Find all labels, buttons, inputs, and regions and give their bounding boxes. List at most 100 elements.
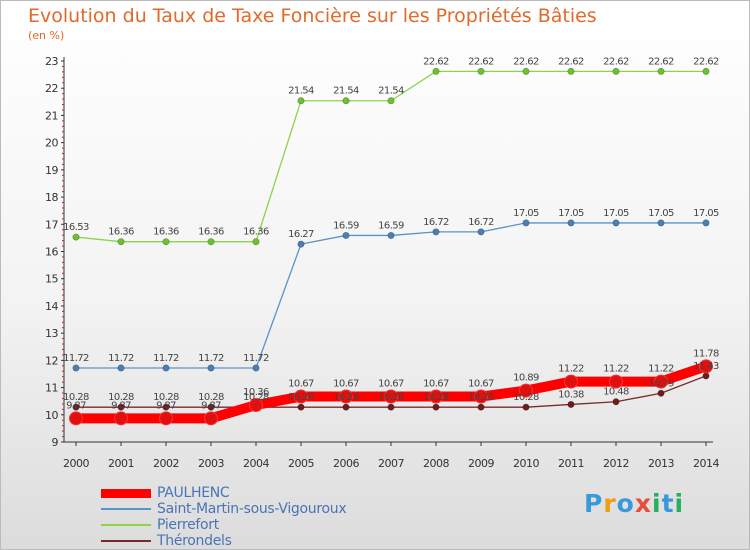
data-point-pierrefort bbox=[567, 67, 575, 75]
data-point-pierrefort bbox=[522, 67, 530, 75]
data-point-th-rondels bbox=[477, 403, 485, 411]
data-label-pierrefort: 22.62 bbox=[693, 56, 719, 67]
data-label-th-rondels: 11.43 bbox=[693, 361, 719, 372]
data-label-saint-martin-sous-vigouroux: 17.05 bbox=[603, 208, 629, 219]
x-tick-label: 2009 bbox=[468, 457, 494, 470]
x-tick-label: 2008 bbox=[423, 457, 449, 470]
data-label-saint-martin-sous-vigouroux: 17.05 bbox=[558, 208, 584, 219]
data-point-paulhenc bbox=[699, 359, 713, 374]
data-label-th-rondels: 10.28 bbox=[243, 392, 269, 403]
data-label-pierrefort: 22.62 bbox=[468, 56, 494, 67]
data-point-paulhenc bbox=[339, 389, 353, 404]
data-point-th-rondels bbox=[657, 389, 665, 397]
data-point-pierrefort bbox=[162, 238, 170, 246]
data-point-pierrefort bbox=[117, 238, 125, 246]
data-label-paulhenc: 10.67 bbox=[288, 379, 314, 390]
data-point-pierrefort bbox=[387, 97, 395, 105]
data-label-th-rondels: 10.28 bbox=[288, 392, 314, 403]
data-label-saint-martin-sous-vigouroux: 17.05 bbox=[693, 208, 719, 219]
data-label-saint-martin-sous-vigouroux: 17.05 bbox=[513, 208, 539, 219]
data-point-saint-martin-sous-vigouroux bbox=[612, 219, 620, 227]
x-tick-label: 2006 bbox=[333, 457, 359, 470]
legend-swatch-pierrefort bbox=[101, 524, 151, 526]
x-tick-label: 2003 bbox=[198, 457, 224, 470]
logo-letter: r bbox=[603, 489, 617, 518]
data-label-paulhenc: 10.67 bbox=[378, 379, 404, 390]
logo-letter: o bbox=[616, 489, 635, 518]
data-label-paulhenc: 10.36 bbox=[243, 387, 269, 398]
logo-letter: P bbox=[584, 489, 604, 518]
y-tick-label: 16 bbox=[45, 246, 58, 259]
data-point-pierrefort bbox=[297, 97, 305, 105]
y-tick-label: 12 bbox=[45, 354, 58, 367]
legend-item-saint-martin: Saint-Martin-sous-Vigouroux bbox=[101, 501, 347, 517]
data-point-saint-martin-sous-vigouroux bbox=[72, 364, 80, 372]
proxiti-logo: Proxiti bbox=[584, 489, 684, 518]
data-label-paulhenc: 10.67 bbox=[333, 379, 359, 390]
data-point-paulhenc bbox=[564, 374, 578, 389]
data-label-pierrefort: 22.62 bbox=[513, 56, 539, 67]
data-point-pierrefort bbox=[612, 67, 620, 75]
data-label-th-rondels: 10.38 bbox=[558, 389, 584, 400]
data-point-pierrefort bbox=[207, 238, 215, 246]
data-point-saint-martin-sous-vigouroux bbox=[477, 228, 485, 236]
y-tick-label: 13 bbox=[45, 327, 58, 340]
data-point-paulhenc bbox=[159, 411, 173, 426]
logo-letter: i bbox=[674, 489, 685, 518]
data-label-pierrefort: 21.54 bbox=[333, 86, 359, 97]
data-label-saint-martin-sous-vigouroux: 16.59 bbox=[378, 220, 404, 231]
series-line-saint-martin-sous-vigouroux bbox=[75, 222, 707, 369]
data-point-pierrefort bbox=[477, 67, 485, 75]
y-tick-label: 11 bbox=[45, 382, 58, 395]
data-point-saint-martin-sous-vigouroux bbox=[657, 219, 665, 227]
data-point-th-rondels bbox=[72, 403, 80, 411]
x-tick-label: 2007 bbox=[378, 457, 404, 470]
data-point-paulhenc bbox=[654, 374, 668, 389]
data-point-saint-martin-sous-vigouroux bbox=[522, 219, 530, 227]
data-point-saint-martin-sous-vigouroux bbox=[117, 364, 125, 372]
data-point-paulhenc bbox=[609, 374, 623, 389]
data-point-paulhenc bbox=[114, 411, 128, 426]
legend-item-pierrefort: Pierrefort bbox=[101, 517, 346, 533]
data-label-paulhenc: 9.87 bbox=[156, 400, 176, 411]
data-point-saint-martin-sous-vigouroux bbox=[252, 364, 260, 372]
data-label-th-rondels: 10.28 bbox=[468, 392, 494, 403]
data-label-th-rondels: 10.28 bbox=[333, 392, 359, 403]
data-label-pierrefort: 22.62 bbox=[423, 56, 449, 67]
data-label-paulhenc: 10.67 bbox=[423, 379, 449, 390]
y-axis-unit: (en %) bbox=[28, 29, 65, 42]
legend-label: Pierrefort bbox=[157, 517, 219, 533]
data-label-th-rondels: 10.28 bbox=[423, 392, 449, 403]
data-point-pierrefort bbox=[432, 67, 440, 75]
data-label-paulhenc: 9.87 bbox=[111, 400, 131, 411]
data-label-pierrefort: 16.36 bbox=[153, 227, 179, 238]
data-label-pierrefort: 22.62 bbox=[648, 56, 674, 67]
data-point-saint-martin-sous-vigouroux bbox=[162, 364, 170, 372]
legend-label: Saint-Martin-sous-Vigouroux bbox=[157, 501, 347, 517]
legend-label: Thérondels bbox=[157, 533, 232, 549]
data-point-paulhenc bbox=[249, 397, 263, 412]
y-tick-label: 23 bbox=[45, 55, 58, 68]
data-point-th-rondels bbox=[432, 403, 440, 411]
legend-swatch-saint-martin bbox=[101, 508, 151, 510]
y-tick-label: 17 bbox=[45, 218, 58, 231]
legend-swatch-therondels bbox=[101, 540, 151, 542]
data-label-th-rondels: 10.28 bbox=[63, 392, 89, 403]
data-label-saint-martin-sous-vigouroux: 11.72 bbox=[243, 353, 269, 364]
y-tick-label: 21 bbox=[45, 109, 58, 122]
y-tick-label: 9 bbox=[52, 436, 59, 449]
data-label-pierrefort: 22.62 bbox=[558, 56, 584, 67]
data-label-th-rondels: 10.28 bbox=[198, 392, 224, 403]
data-point-pierrefort bbox=[72, 233, 80, 241]
data-point-paulhenc bbox=[204, 411, 218, 426]
data-label-pierrefort: 21.54 bbox=[288, 86, 314, 97]
x-tick-label: 2001 bbox=[108, 457, 134, 470]
legend-swatch-paulhenc bbox=[101, 488, 151, 498]
x-tick-label: 2000 bbox=[63, 457, 89, 470]
y-tick-label: 10 bbox=[45, 409, 58, 422]
data-point-th-rondels bbox=[702, 372, 710, 380]
data-point-saint-martin-sous-vigouroux bbox=[387, 231, 395, 239]
data-point-paulhenc bbox=[474, 389, 488, 404]
